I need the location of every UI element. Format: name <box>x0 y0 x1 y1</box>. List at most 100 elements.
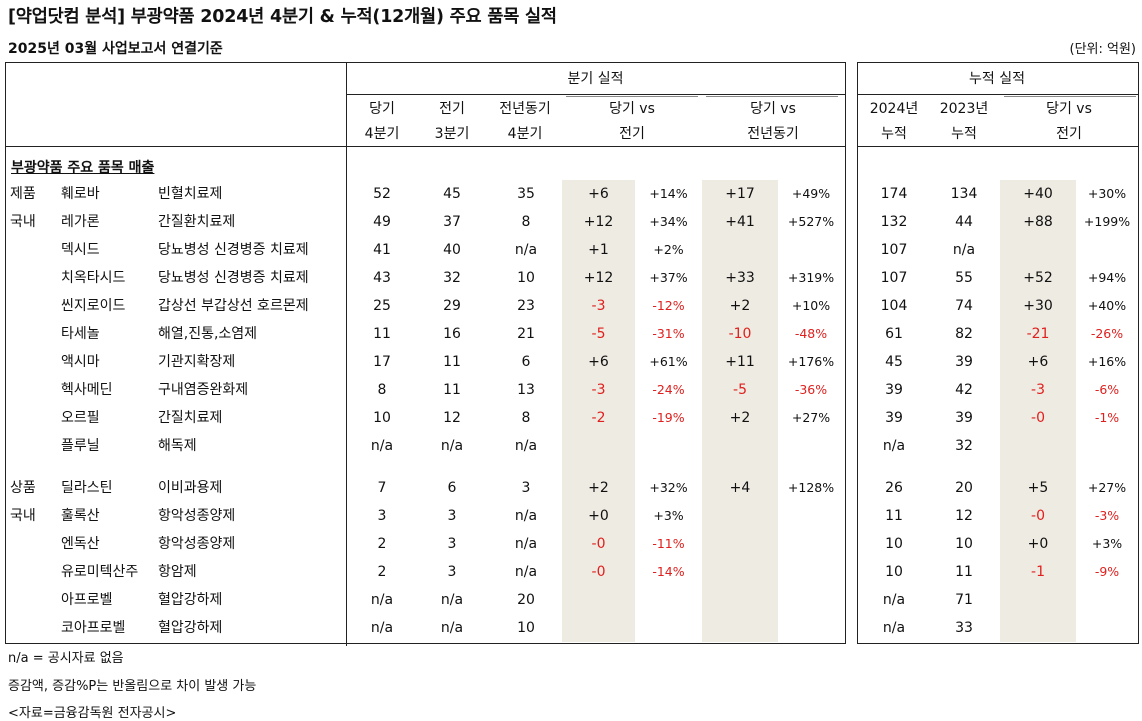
cell-q-yoy: 10 <box>517 270 535 286</box>
cell-d-yoy: +17 <box>725 186 755 202</box>
cum-vs-underline <box>1004 96 1136 97</box>
cell-q-prev: 29 <box>443 298 461 314</box>
cell-d-yoy: +2 <box>729 410 751 426</box>
cell-q-cur: 17 <box>373 354 391 370</box>
cell-p-cum: -26% <box>1090 326 1124 341</box>
cell-name: 씬지로이드 <box>61 298 126 314</box>
cell-name: 오르필 <box>61 410 100 426</box>
cell-category: 간질환치료제 <box>158 214 236 230</box>
cell-category: 당뇨병성 신경병증 치료제 <box>158 242 309 258</box>
cell-p-prev: +3% <box>653 508 684 523</box>
cell-q-prev: 12 <box>443 410 461 426</box>
cell-category: 빈혈치료제 <box>158 186 223 202</box>
cell-p-yoy: +27% <box>791 410 831 425</box>
cell-d-prev: +12 <box>583 214 614 230</box>
cell-p-prev: -31% <box>652 326 685 341</box>
cell-q-yoy: n/a <box>514 242 538 258</box>
cell-q-yoy: n/a <box>514 508 538 524</box>
cell-q-prev: 37 <box>443 214 461 230</box>
cell-p-cum: +3% <box>1091 536 1123 551</box>
page-title: [약업닷컴 분석] 부광약품 2024년 4분기 & 누적(12개월) 주요 품… <box>8 7 557 27</box>
cell-d-prev: -0 <box>591 564 606 580</box>
cell-q-yoy: 20 <box>517 592 535 608</box>
cell-q-cur: 41 <box>373 242 391 258</box>
group-label: 제품 <box>10 186 36 202</box>
shade-vs-yoy <box>702 180 778 642</box>
cell-q-prev: 11 <box>443 382 461 398</box>
cell-q-cur: 7 <box>377 480 387 496</box>
cell-d-cum: -3 <box>1031 382 1045 398</box>
cell-cum-cur: 26 <box>885 480 903 496</box>
cell-d-yoy: +2 <box>729 298 751 314</box>
cell-p-yoy: +49% <box>791 186 831 201</box>
cell-q-cur: 43 <box>373 270 391 286</box>
header-vs-yoy-1: 당기 vs <box>750 101 796 117</box>
header-bottom-line <box>5 146 845 147</box>
cell-cum-prev: 39 <box>955 354 973 370</box>
cell-d-prev: +1 <box>588 242 609 258</box>
cell-q-cur: 8 <box>377 382 387 398</box>
cell-q-cur: 52 <box>373 186 391 202</box>
cell-cum-cur: 45 <box>885 354 903 370</box>
cell-q-cur: 25 <box>373 298 391 314</box>
cell-d-cum: +40 <box>1023 186 1053 202</box>
cell-p-yoy: +10% <box>791 298 831 313</box>
header-q-prev-2: 3분기 <box>434 126 470 142</box>
cell-d-prev: -3 <box>591 382 606 398</box>
header-cum-cur-2: 누적 <box>881 126 907 142</box>
cell-d-cum: -0 <box>1031 508 1045 524</box>
cell-d-prev: +2 <box>588 480 609 496</box>
cell-p-cum: +199% <box>1083 214 1131 229</box>
cell-cum-prev: n/a <box>952 242 976 258</box>
cell-d-yoy: +41 <box>725 214 755 230</box>
cell-category: 기관지확장제 <box>158 354 236 370</box>
label-divider <box>346 62 347 646</box>
cell-q-yoy: n/a <box>514 564 538 580</box>
shade-vs-prev <box>562 180 635 642</box>
cell-name: 플루닐 <box>61 438 100 454</box>
cell-q-yoy: 8 <box>521 410 531 426</box>
cell-p-cum: -3% <box>1094 508 1120 523</box>
cell-q-cur: n/a <box>370 438 394 454</box>
cell-d-cum: +52 <box>1023 270 1053 286</box>
right-table-box <box>857 62 1139 644</box>
cell-q-yoy: 10 <box>517 620 535 636</box>
cell-q-cur: 49 <box>373 214 391 230</box>
cell-d-yoy: +4 <box>729 480 751 496</box>
cell-q-prev: 11 <box>443 354 461 370</box>
cell-p-cum: -6% <box>1094 382 1120 397</box>
cell-d-yoy: +11 <box>725 354 755 370</box>
cell-cum-cur: 174 <box>880 186 908 202</box>
cell-cum-prev: 74 <box>955 298 973 314</box>
group-header-underline-right <box>857 94 1138 95</box>
cell-d-cum: +88 <box>1023 214 1053 230</box>
cell-d-yoy: +33 <box>725 270 755 286</box>
group-label: 국내 <box>10 508 36 524</box>
cell-cum-cur: 10 <box>885 536 903 552</box>
cell-p-yoy: +527% <box>787 214 835 229</box>
shade-cum-vs <box>1000 180 1076 642</box>
cell-q-cur: 11 <box>373 326 391 342</box>
cell-name: 치옥타시드 <box>61 270 126 286</box>
cell-p-prev: -24% <box>652 382 685 397</box>
cell-q-yoy: 13 <box>517 382 535 398</box>
cell-q-cur: 2 <box>377 536 387 552</box>
cell-p-cum: +30% <box>1087 186 1127 201</box>
cell-cum-prev: 71 <box>955 592 973 608</box>
cell-q-prev: n/a <box>440 620 464 636</box>
cell-d-prev: +12 <box>583 270 614 286</box>
cell-q-yoy: 21 <box>517 326 535 342</box>
cell-q-prev: 40 <box>443 242 461 258</box>
cell-d-cum: +6 <box>1027 354 1049 370</box>
cell-d-cum: -21 <box>1026 326 1050 342</box>
cell-q-prev: n/a <box>440 592 464 608</box>
cell-p-yoy: +319% <box>787 270 835 285</box>
cell-cum-cur: 39 <box>885 410 903 426</box>
cell-cum-cur: 107 <box>880 270 908 286</box>
cell-q-yoy: n/a <box>514 536 538 552</box>
cell-name: 훼로바 <box>61 186 100 202</box>
cell-q-yoy: 35 <box>517 186 535 202</box>
cell-p-prev: +32% <box>649 480 688 495</box>
cell-q-yoy: 23 <box>517 298 535 314</box>
cell-p-prev: -12% <box>652 298 685 313</box>
